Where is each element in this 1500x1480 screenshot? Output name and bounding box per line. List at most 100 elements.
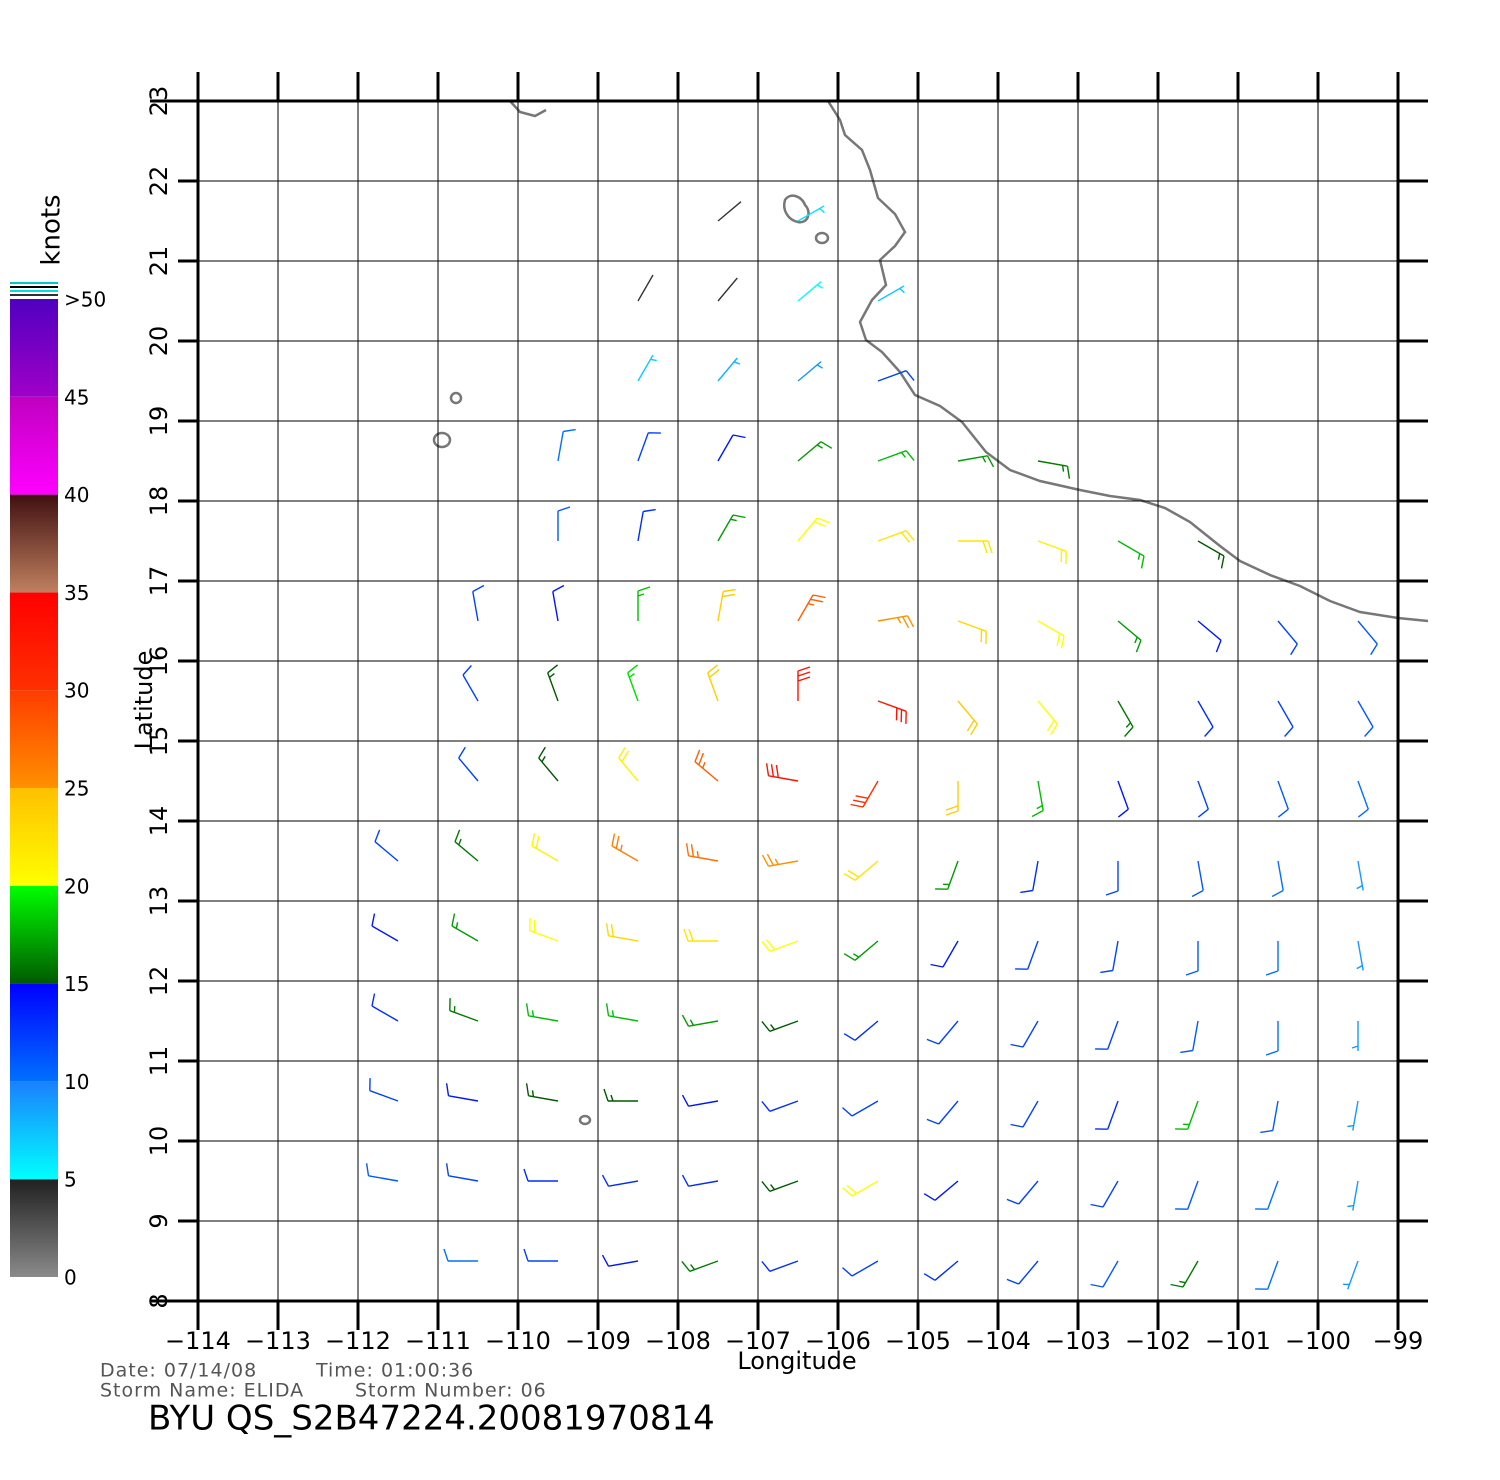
x-tick-label: −108 xyxy=(645,1327,711,1355)
wind-barb xyxy=(707,664,720,702)
wind-barb xyxy=(637,274,654,302)
y-tick-label: 16 xyxy=(145,646,173,677)
wind-barb xyxy=(1090,1180,1119,1208)
wind-barb xyxy=(445,1083,479,1102)
coastline xyxy=(432,100,1429,1126)
wind-barb xyxy=(627,664,639,702)
wind-barb xyxy=(717,277,738,302)
wind-barb xyxy=(1185,941,1199,976)
wind-barb xyxy=(365,1163,399,1182)
wind-barb xyxy=(843,860,879,881)
wind-barb xyxy=(1277,700,1294,737)
wind-barb xyxy=(1037,620,1065,649)
wind-barb xyxy=(1265,1021,1279,1056)
colorbar: 0 5 10 15 20 25 30 35 40 45 >50 xyxy=(10,282,106,1290)
x-tick-label: −110 xyxy=(485,1327,551,1355)
wind-barb xyxy=(1255,1180,1279,1210)
y-tick-label: 22 xyxy=(145,166,173,197)
wind-barb xyxy=(605,923,639,942)
colorbar-tick-label: 30 xyxy=(64,679,89,703)
wind-barb xyxy=(601,1174,639,1187)
x-tick-label: −100 xyxy=(1285,1327,1351,1355)
y-tick-label: 18 xyxy=(145,486,173,517)
date: Date: 07/14/08 xyxy=(100,1360,257,1382)
wind-barb xyxy=(681,1014,719,1027)
wind-barb xyxy=(531,833,559,862)
wind-barb xyxy=(1197,620,1222,653)
wind-barb xyxy=(1037,460,1071,479)
wind-barb xyxy=(683,928,718,942)
wind-barb xyxy=(1117,700,1134,737)
colorbar-band xyxy=(10,788,58,886)
wind-barb xyxy=(1117,540,1145,569)
wind-barb xyxy=(1095,1100,1119,1130)
x-tick-label: −103 xyxy=(1045,1327,1111,1355)
wind-barb xyxy=(611,833,639,862)
wind-barb xyxy=(371,993,399,1022)
colorbar-tick-label: 10 xyxy=(64,1070,89,1094)
y-tick-label: 23 xyxy=(145,86,173,117)
y-tick-label: 8 xyxy=(145,1293,173,1308)
wind-barb xyxy=(945,781,959,816)
wind-barb xyxy=(1031,780,1044,818)
time: Time: 01:00:36 xyxy=(315,1360,474,1382)
wind-barb xyxy=(1020,860,1039,894)
wind-barb xyxy=(681,1094,719,1107)
wind-barb xyxy=(1191,860,1204,898)
coast-segment xyxy=(509,100,547,118)
x-tick-label: −107 xyxy=(725,1327,791,1355)
colorbar-band xyxy=(10,1081,58,1180)
colorbar-band xyxy=(10,1179,58,1277)
wind-barb xyxy=(1277,780,1289,818)
storm-name: Storm Name: ELIDA xyxy=(100,1380,304,1402)
y-tick-label: 20 xyxy=(145,326,173,357)
wind-barb xyxy=(1351,1021,1359,1051)
x-tick-label: −112 xyxy=(325,1327,391,1355)
wind-barb xyxy=(1010,1100,1039,1128)
wind-barb xyxy=(1175,1180,1199,1210)
wind-barb xyxy=(926,1020,959,1045)
wind-barb xyxy=(1010,1020,1039,1048)
wind-barb xyxy=(1170,1260,1199,1288)
wind-barb xyxy=(930,940,959,968)
wind-barb xyxy=(458,746,479,782)
grid xyxy=(150,72,1428,1330)
wind-barb xyxy=(1175,1100,1199,1130)
x-tick-label: −99 xyxy=(1373,1327,1424,1355)
wind-barb xyxy=(957,700,978,736)
y-tick-label: 13 xyxy=(145,886,173,917)
wind-barb xyxy=(1037,700,1058,736)
wind-barb xyxy=(618,746,639,782)
wind-barb xyxy=(637,586,651,621)
wind-barb xyxy=(1265,941,1279,976)
colorbar-tick-label: >50 xyxy=(64,288,106,312)
wind-barb xyxy=(717,434,746,462)
wind-barb xyxy=(449,998,479,1022)
wind-barb xyxy=(843,940,879,961)
colorbar-tick-label: 40 xyxy=(64,483,89,507)
wind-barbs xyxy=(365,201,1378,1290)
wind-barb xyxy=(877,530,915,543)
wind-barb xyxy=(1347,1180,1359,1211)
colorbar-label: knots xyxy=(37,194,67,265)
colorbar-band xyxy=(10,690,58,788)
island xyxy=(578,1114,592,1126)
x-tick-label: −102 xyxy=(1125,1327,1191,1355)
wind-barb xyxy=(557,506,571,541)
wind-barb xyxy=(525,1003,559,1022)
wind-barb xyxy=(877,370,915,382)
wind-barb xyxy=(958,540,993,554)
wind-barb xyxy=(371,913,399,942)
wind-barb xyxy=(1357,780,1369,818)
wind-barb xyxy=(1197,540,1225,569)
colorbar-tick-label: 20 xyxy=(64,874,89,898)
wind-barb xyxy=(1255,1260,1279,1290)
wind-barb xyxy=(538,746,559,782)
wind-barb xyxy=(1180,1020,1199,1054)
wind-barb xyxy=(454,829,479,862)
x-tick-label: −105 xyxy=(885,1327,951,1355)
x-tick-label: −104 xyxy=(965,1327,1031,1355)
wind-barb xyxy=(717,514,746,542)
x-axis-label: Longitude xyxy=(737,1347,856,1375)
wind-barb xyxy=(1357,620,1378,656)
